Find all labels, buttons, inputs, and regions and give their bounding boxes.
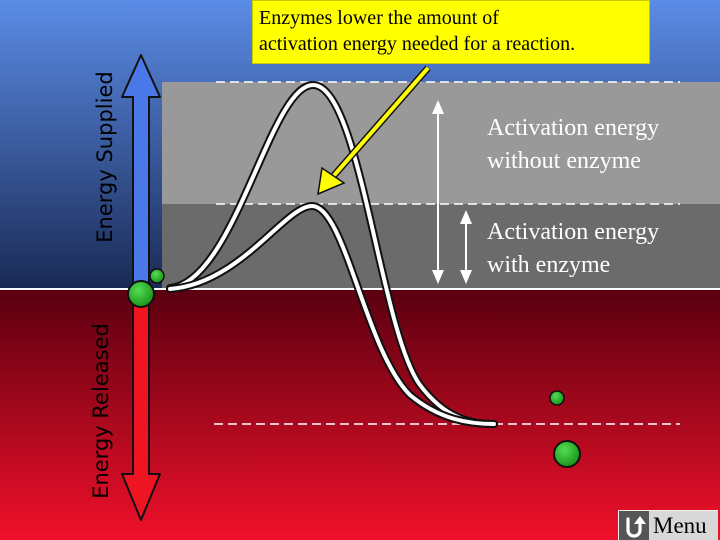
molecule-small-reactant (149, 268, 165, 284)
label-without-line-2: without enzyme (487, 148, 641, 174)
label-without-line-1: Activation energy (487, 115, 660, 141)
callout-pointer-arrow (317, 65, 431, 196)
label-with-enzyme: Activation energy with enzyme (487, 216, 717, 282)
band-without-enzyme (162, 82, 720, 204)
menu-button[interactable]: Menu (618, 510, 718, 540)
enzyme-callout-box: Enzymes lower the amount of activation e… (252, 0, 650, 64)
curve-without-enzyme-fill (168, 82, 496, 426)
released-background (0, 289, 720, 540)
return-arrow-icon (619, 511, 649, 540)
measure-arrow-without (432, 100, 444, 284)
label-with-line-2: with enzyme (487, 252, 611, 278)
molecule-large-reactant (127, 280, 155, 308)
molecule-small-product (549, 390, 565, 406)
energy-released-label: Energy Released (89, 323, 113, 499)
callout-line-1: Enzymes lower the amount of (259, 7, 499, 29)
curve-with-enzyme-fill (168, 203, 496, 426)
label-without-enzyme: Activation energy without enzyme (487, 112, 717, 178)
energy-supplied-label: Energy Supplied (93, 71, 117, 243)
molecule-large-product (553, 440, 581, 468)
measure-arrow-with (460, 210, 472, 284)
menu-label: Menu (653, 513, 707, 538)
callout-line-2: activation energy needed for a reaction. (259, 33, 576, 55)
energy-released-arrow (121, 291, 161, 521)
label-with-line-1: Activation energy (487, 219, 660, 245)
